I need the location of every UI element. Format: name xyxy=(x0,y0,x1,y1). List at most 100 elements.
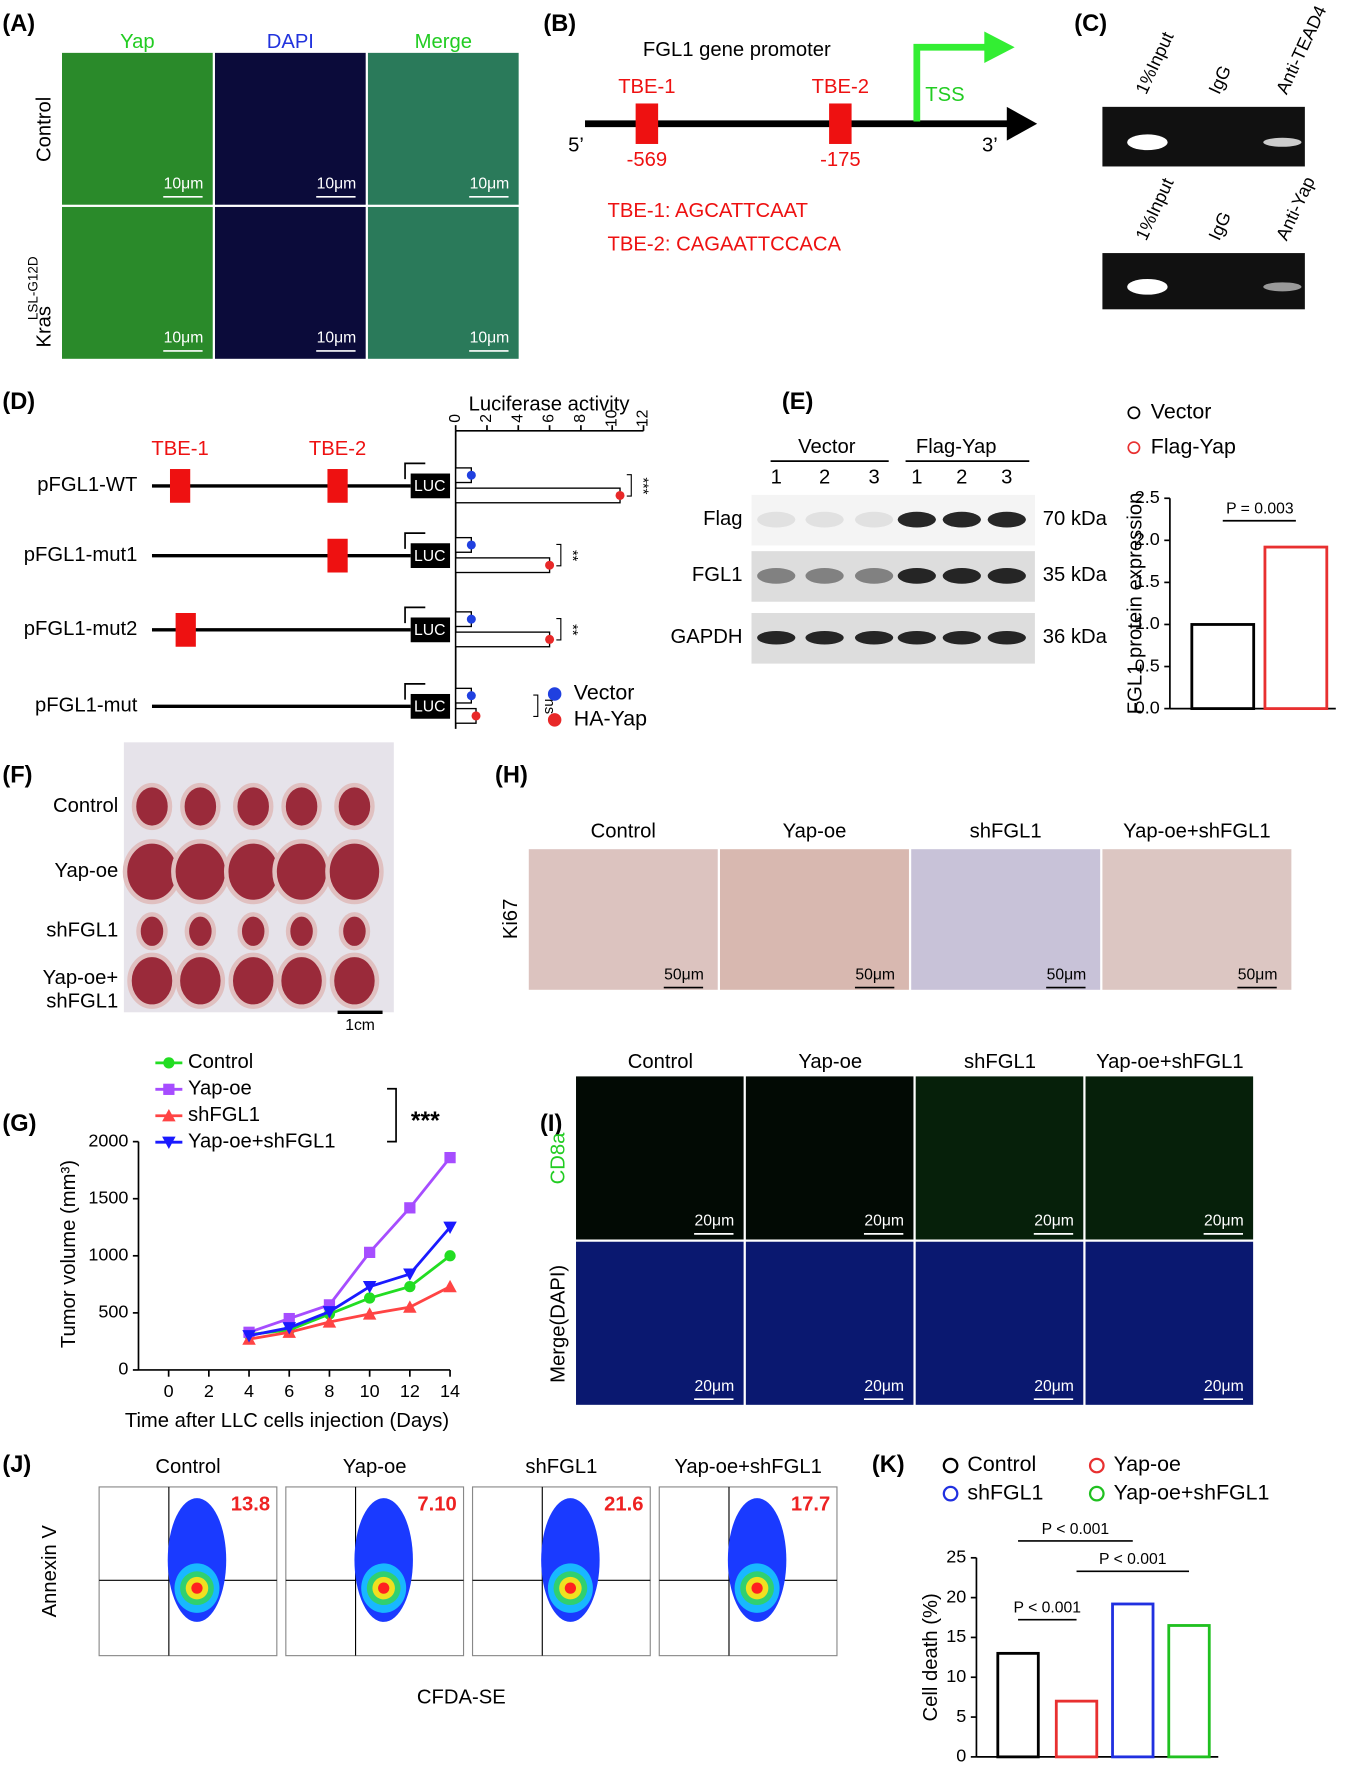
point xyxy=(323,1299,336,1311)
x-tick-label: 12 xyxy=(400,1381,420,1401)
point xyxy=(403,1268,417,1281)
lane-label: Anti-Yap xyxy=(1272,174,1319,244)
if-image xyxy=(745,1076,914,1240)
bracket xyxy=(387,1087,397,1143)
quadrant-value: 7.10 xyxy=(417,1493,456,1515)
band xyxy=(942,511,981,528)
point xyxy=(282,1322,296,1335)
quadrant-value: 17.7 xyxy=(791,1493,830,1515)
legend-marker xyxy=(547,713,562,727)
x-tick-label: 0 xyxy=(447,414,464,423)
band xyxy=(854,568,894,584)
ihc-image xyxy=(719,849,909,990)
lane-label: 1 xyxy=(771,466,782,488)
row-label: Yap-oe xyxy=(54,860,118,882)
column-label: Yap-oe xyxy=(343,1456,407,1478)
blot-label: Flag xyxy=(703,508,742,530)
column-label: Yap-oe+shFGL1 xyxy=(674,1456,822,1478)
legend-label: Control xyxy=(967,1452,1036,1476)
band xyxy=(757,568,796,584)
tbe-box xyxy=(829,103,852,144)
series-line xyxy=(248,1285,451,1341)
legend-label: shFGL1 xyxy=(967,1480,1043,1504)
density xyxy=(564,1582,577,1594)
legend-label: Yap-oe+shFGL1 xyxy=(1114,1480,1270,1504)
promoter-arrow xyxy=(404,532,426,549)
bar xyxy=(454,487,621,504)
tumor xyxy=(136,912,168,951)
lane-label: 1%Input xyxy=(1132,29,1178,97)
tumor xyxy=(171,839,230,905)
column-label: Control xyxy=(591,821,656,843)
tbe-box xyxy=(327,469,348,503)
promoter-arrow xyxy=(404,462,426,480)
lane-label: IgG xyxy=(1205,62,1235,97)
lane-label: 3 xyxy=(1001,466,1012,488)
tss-arrowhead xyxy=(984,31,1015,63)
band xyxy=(805,511,844,528)
blot-label: FGL1 xyxy=(692,564,743,586)
panel-label: (I) xyxy=(540,1111,562,1137)
legend-marker xyxy=(1127,406,1141,420)
blot-label: GAPDH xyxy=(671,626,743,648)
element-label: TBE-2 xyxy=(309,438,366,460)
blot xyxy=(751,612,1035,664)
category-label: pFGL1-mut xyxy=(35,695,138,717)
if-image xyxy=(576,1076,744,1240)
y-axis-label: Tumor volume (mm³) xyxy=(58,1160,80,1348)
luc-box xyxy=(410,617,451,643)
point xyxy=(466,614,476,624)
scale-bar-label: 20μm xyxy=(864,1378,904,1395)
point xyxy=(444,1151,456,1164)
column-label: DAPI xyxy=(267,31,314,53)
density xyxy=(191,1582,203,1594)
band xyxy=(987,511,1026,528)
scale-bar-label: 20μm xyxy=(1204,1378,1244,1395)
tumor xyxy=(272,839,331,905)
tumor xyxy=(131,782,173,831)
arrowhead xyxy=(1006,106,1038,141)
point xyxy=(403,1300,417,1313)
point xyxy=(283,1312,295,1325)
point xyxy=(362,1280,377,1294)
significance: *** xyxy=(411,1108,440,1135)
lane-label: 1%Input xyxy=(1132,175,1178,243)
y-tick-label: 500 xyxy=(98,1302,128,1322)
y-tick-label: 0 xyxy=(956,1746,966,1766)
quadrant-value: 13.8 xyxy=(231,1493,270,1515)
if-image xyxy=(915,1076,1084,1240)
tbe-box xyxy=(175,612,196,647)
point xyxy=(443,1279,457,1293)
legend-label: HA-Yap xyxy=(574,706,647,730)
scale-bar-label: 20μm xyxy=(1034,1378,1074,1395)
band xyxy=(805,568,844,584)
lane-label: 3 xyxy=(868,466,879,488)
y-tick-label: 2000 xyxy=(88,1130,128,1150)
reporter-label: LUC xyxy=(414,622,445,639)
y-axis-label: Annexin V xyxy=(39,1525,61,1618)
tbe-box xyxy=(169,469,191,503)
lane-label: Anti-TEAD4 xyxy=(1272,3,1330,98)
point xyxy=(466,540,476,550)
scale-bar-label: 20μm xyxy=(695,1378,735,1395)
element-label: TBE-1 xyxy=(151,438,208,460)
x-tick-label: 10 xyxy=(603,409,620,427)
scale-bar-label: 10μm xyxy=(164,176,204,193)
tumor xyxy=(223,839,283,905)
blot xyxy=(751,494,1035,546)
y-tick-label: 1000 xyxy=(88,1245,128,1265)
row-label-sup: LSL-G12D xyxy=(25,256,40,320)
bar xyxy=(454,631,551,648)
micrograph xyxy=(62,52,213,205)
x-tick-label: 2 xyxy=(204,1381,214,1401)
band xyxy=(897,630,936,645)
site-position: -175 xyxy=(820,149,860,171)
legend-label: Vector xyxy=(1151,399,1212,423)
bracket xyxy=(533,694,539,718)
x-tick-label: 8 xyxy=(572,414,589,423)
tumor xyxy=(325,839,384,905)
point xyxy=(362,1307,377,1320)
panel-label: (H) xyxy=(495,762,528,788)
category-label: pFGL1-mut2 xyxy=(24,618,138,640)
tumor xyxy=(184,912,217,951)
